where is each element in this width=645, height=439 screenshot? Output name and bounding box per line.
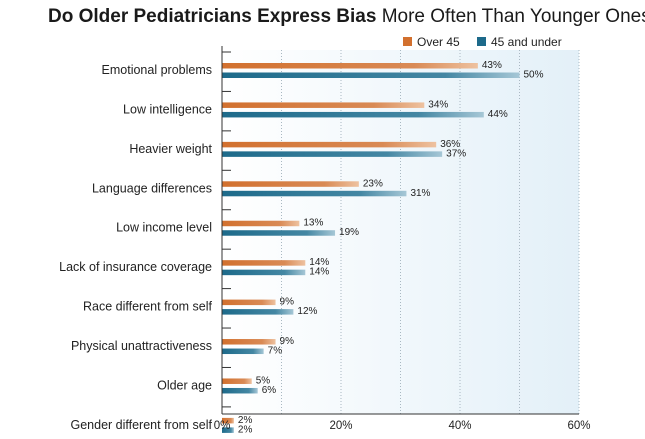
chart-title: Do Older Pediatricians Express Bias More… — [48, 6, 645, 28]
category-label: Lack of insurance coverage — [59, 260, 212, 274]
category-label: Low intelligence — [123, 102, 212, 116]
category-label: Low income level — [116, 221, 212, 235]
bar-under45 — [222, 230, 336, 236]
category-label: Language differences — [92, 181, 212, 195]
value-label: 50% — [524, 70, 544, 81]
value-label: 13% — [303, 218, 323, 229]
x-tick-label: 40% — [448, 420, 471, 432]
bar-under45 — [222, 309, 294, 315]
category-label: Physical unattractiveness — [71, 339, 212, 353]
value-label: 44% — [488, 109, 508, 120]
bar-over45 — [222, 417, 234, 424]
value-label: 23% — [363, 178, 383, 189]
category-label: Emotional problems — [102, 63, 212, 77]
value-label: 9% — [280, 297, 295, 308]
legend-label: 45 and under — [491, 35, 562, 49]
category-label: Older age — [157, 378, 212, 392]
x-tick-label: 60% — [567, 420, 590, 432]
category-label: Heavier weight — [129, 142, 212, 156]
value-label: 14% — [309, 257, 329, 268]
x-tick-label: 0% — [214, 420, 231, 432]
value-label: 19% — [339, 227, 359, 238]
value-label: 7% — [268, 346, 283, 357]
bar-over45 — [222, 299, 276, 306]
value-label: 34% — [428, 99, 448, 110]
bar-over45 — [222, 102, 425, 108]
bar-under45 — [222, 387, 258, 394]
bar-over45 — [222, 181, 359, 187]
bar-over45 — [222, 141, 437, 148]
category-label: Race different from self — [83, 300, 213, 314]
value-label: 2% — [238, 424, 253, 435]
value-label: 12% — [297, 306, 317, 317]
legend-swatch — [477, 37, 486, 46]
value-label: 5% — [256, 375, 271, 386]
value-label: 37% — [446, 148, 466, 159]
title-rest: More Often Than Younger Ones? — [381, 6, 645, 27]
value-label: 6% — [262, 385, 277, 396]
value-label: 2% — [238, 415, 253, 426]
bar-under45 — [222, 348, 264, 355]
value-label: 9% — [280, 336, 295, 347]
bar-under45 — [222, 269, 306, 276]
bar-over45 — [222, 339, 276, 345]
value-label: 43% — [482, 60, 502, 71]
bar-under45 — [222, 72, 520, 78]
bar-under45 — [222, 427, 234, 433]
title-bold: Do Older Pediatricians Express Bias — [48, 6, 377, 27]
bar-over45 — [222, 63, 478, 69]
bar-over45 — [222, 220, 300, 227]
legend-swatch — [403, 37, 412, 46]
value-label: 31% — [410, 188, 430, 199]
bar-under45 — [222, 190, 407, 197]
value-label: 36% — [440, 139, 460, 150]
x-tick-label: 20% — [329, 420, 352, 432]
bar-over45 — [222, 260, 306, 266]
category-label: Gender different from self — [70, 418, 212, 432]
bar-under45 — [222, 111, 484, 118]
bar-over45 — [222, 378, 252, 384]
bar-under45 — [222, 151, 443, 157]
legend-label: Over 45 — [417, 35, 460, 49]
value-label: 14% — [309, 267, 329, 278]
